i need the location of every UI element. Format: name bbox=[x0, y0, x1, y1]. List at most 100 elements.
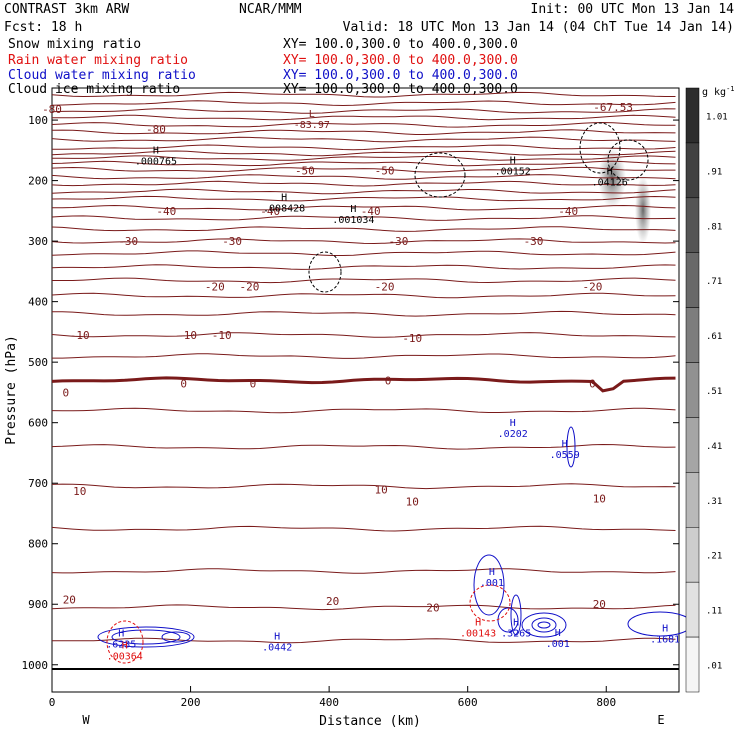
isotherm-label: 0 bbox=[385, 374, 392, 387]
extremum-value: .008428 bbox=[263, 204, 305, 215]
isotherm-line bbox=[51, 264, 676, 270]
isotherm-label: -20 bbox=[375, 281, 395, 294]
x-tick-label: 0 bbox=[49, 696, 56, 709]
colorbar-cell bbox=[685, 581, 700, 638]
extremum-letter: H bbox=[562, 439, 568, 450]
extremum-value: .3265 bbox=[501, 628, 531, 639]
cloud-water-contour bbox=[161, 631, 191, 643]
isotherm-line bbox=[51, 108, 676, 114]
extremum-letter: H bbox=[662, 624, 668, 635]
isotherm-label: 10 bbox=[73, 485, 86, 498]
colorbar-label: .41 bbox=[706, 442, 722, 452]
contour-layer bbox=[51, 91, 693, 664]
extremum-letter: H bbox=[510, 418, 516, 429]
extremum-value: .00143 bbox=[460, 628, 496, 639]
colorbar-cell bbox=[685, 362, 700, 418]
colorbar-label: .61 bbox=[706, 332, 722, 342]
x-end-label-west: W bbox=[82, 713, 90, 727]
field-name-cloud-water: Cloud water mixing ratio bbox=[8, 68, 196, 83]
extremum-letter: H bbox=[281, 193, 287, 204]
isotherm-line bbox=[51, 136, 676, 143]
extremum-value: .6235 bbox=[106, 639, 136, 650]
isotherm-line bbox=[51, 144, 676, 151]
isotherm-label: 0 bbox=[250, 377, 257, 390]
cloud-water-contour bbox=[627, 611, 693, 637]
colorbar-label: .21 bbox=[706, 552, 722, 562]
cloud-water-contour bbox=[566, 426, 576, 468]
extremum-marker: H.0442 bbox=[262, 631, 292, 653]
isotherm-label: 10 bbox=[374, 483, 387, 496]
extremum-value: .04126 bbox=[592, 178, 628, 189]
x-axis: 0 200 400 600 800 W E bbox=[49, 686, 665, 727]
rain-contour bbox=[469, 584, 511, 622]
isotherm-label: -30 bbox=[222, 235, 242, 248]
extremum-letter: H bbox=[475, 617, 481, 628]
isotherm-label: 0 bbox=[589, 377, 596, 390]
isotherm-label: 20 bbox=[426, 601, 439, 614]
extremum-letter: H bbox=[489, 567, 495, 578]
isotherm-line bbox=[51, 188, 676, 195]
y-tick-label: 800 bbox=[28, 538, 48, 551]
isotherm-line bbox=[51, 525, 676, 532]
isotherm-line bbox=[52, 353, 676, 359]
colorbar-label: .31 bbox=[706, 497, 722, 507]
isotherm-line bbox=[51, 443, 676, 450]
cloud-water-contour bbox=[111, 629, 181, 645]
y-tick-label: 700 bbox=[28, 477, 48, 490]
isotherm-line bbox=[51, 150, 676, 157]
isotherm-label: 20 bbox=[593, 598, 606, 611]
isotherm-line bbox=[51, 174, 676, 180]
contour-label-layer: -80 -80 -67.53 -50 -50 -40 -40 -40 -40 -30 -30 -30 -… bbox=[42, 101, 680, 663]
extremum-letter: H bbox=[122, 640, 128, 651]
colorbar-label: .81 bbox=[706, 222, 722, 232]
extremum-value: .0442 bbox=[262, 642, 292, 653]
extremum-marker: H.00143 bbox=[460, 617, 496, 639]
y-tick-label: 900 bbox=[28, 598, 48, 611]
y-tick-label: 500 bbox=[28, 356, 48, 369]
field-name-cloud-ice: Cloud ice mixing ratio bbox=[8, 82, 180, 97]
extremum-marker: H.008428 bbox=[263, 193, 305, 215]
extremum-marker: H.0202 bbox=[498, 418, 528, 440]
extremum-marker: H.00364 bbox=[107, 640, 143, 662]
isotherm-label: 0 bbox=[180, 377, 187, 390]
extremum-value: .0559 bbox=[550, 450, 580, 461]
extremum-marker: H.04126 bbox=[592, 167, 628, 189]
isotherm-line bbox=[51, 568, 676, 574]
ice-contour bbox=[308, 251, 342, 293]
extremum-value: .000765 bbox=[135, 156, 177, 167]
isotherm-line bbox=[51, 166, 676, 173]
isotherm-line bbox=[51, 292, 676, 299]
extremum-value: .001 bbox=[480, 578, 504, 589]
isotherm-line bbox=[51, 100, 676, 107]
extremum-marker: H.001 bbox=[480, 567, 504, 589]
isotherm-label: -50 bbox=[375, 164, 395, 177]
extremum-value: .0202 bbox=[498, 429, 528, 440]
extremum-letter: H bbox=[607, 167, 613, 178]
isotherm-label: -10 bbox=[177, 329, 197, 342]
x-tick-label: 800 bbox=[596, 696, 616, 709]
ice-contour bbox=[579, 122, 621, 174]
colorbar-label: .71 bbox=[706, 277, 722, 287]
isotherm-line bbox=[52, 277, 676, 284]
extremum-marker: H.00152 bbox=[495, 156, 531, 178]
isotherm-line bbox=[51, 121, 676, 128]
isotherm-line bbox=[51, 160, 676, 167]
colorbar-cell bbox=[685, 307, 700, 363]
isotherm-line bbox=[51, 238, 676, 245]
isotherm-line bbox=[52, 155, 676, 161]
colorbar-cell bbox=[685, 417, 700, 473]
cloud-water-contour bbox=[531, 617, 557, 633]
extremum-value: -83.97 bbox=[294, 120, 330, 131]
isotherm-label: -20 bbox=[240, 281, 260, 294]
extremum-marker: H.001 bbox=[546, 628, 570, 650]
isotherm-line bbox=[51, 332, 676, 338]
cloud-water-contour bbox=[510, 594, 522, 636]
field-xy-rain: XY= 100.0,300.0 to 400.0,300.0 bbox=[283, 53, 518, 68]
isotherm-label: -20 bbox=[205, 281, 225, 294]
colorbar-cell bbox=[685, 142, 700, 199]
extremum-value: .00364 bbox=[107, 651, 143, 662]
extremum-marker: H.1681 bbox=[650, 624, 680, 646]
isotherm-label: -20 bbox=[582, 281, 602, 294]
cloud-water-contour bbox=[97, 626, 195, 648]
